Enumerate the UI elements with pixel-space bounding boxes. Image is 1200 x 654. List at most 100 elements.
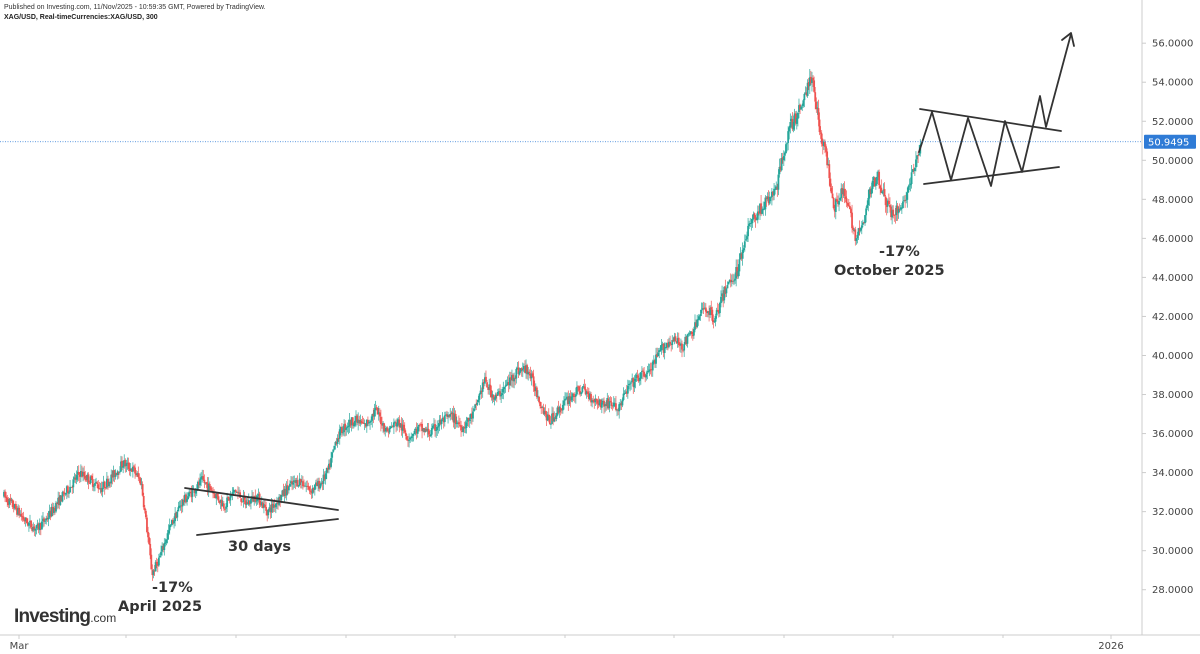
candle-body: [715, 310, 718, 316]
candle-body: [761, 209, 764, 214]
candle-body: [580, 392, 583, 395]
candle-body: [13, 504, 16, 509]
x-tick-label: 2026: [1098, 641, 1123, 652]
candle-body: [607, 398, 610, 408]
candle-body: [181, 499, 184, 507]
candle-body: [886, 200, 889, 207]
candle-body: [799, 104, 801, 110]
candle-body: [554, 417, 557, 419]
candle-body: [17, 507, 19, 515]
candle-body: [786, 143, 788, 145]
candle-body: [498, 391, 500, 393]
candle-body: [16, 508, 18, 515]
candle-body: [362, 423, 365, 424]
candle-body: [696, 319, 699, 328]
candle-body: [399, 423, 402, 428]
candle-body: [675, 341, 678, 344]
candle-body: [781, 157, 784, 160]
candle-body: [619, 403, 622, 405]
candle-body: [326, 467, 329, 470]
candle-body: [511, 375, 513, 381]
candle-body: [232, 489, 235, 493]
candle-body: [126, 462, 129, 464]
candle-body: [833, 208, 836, 212]
candle-body: [343, 424, 345, 433]
candle-body: [220, 500, 223, 507]
candle-body: [389, 426, 392, 429]
candle-body: [698, 316, 701, 320]
candle-body: [329, 463, 331, 468]
chart-header: Published on Investing.com, 11/Nov/2025 …: [4, 3, 266, 23]
candle-body: [863, 222, 865, 223]
candle-body: [665, 342, 668, 348]
candle-body: [514, 378, 517, 379]
candle-body: [291, 481, 293, 485]
candle-body: [146, 517, 148, 533]
candle-body: [879, 185, 882, 189]
candle-body: [822, 141, 825, 147]
candle-body: [599, 399, 602, 408]
candle-body: [147, 531, 149, 538]
candle-body: [402, 424, 405, 429]
candle-body: [96, 482, 99, 484]
candle-body: [472, 411, 474, 419]
candle-body: [54, 507, 56, 512]
candle-body: [415, 428, 418, 434]
candle-body: [812, 77, 814, 81]
candle-body: [859, 228, 862, 231]
candle-body: [85, 478, 88, 481]
candle-body: [283, 488, 286, 497]
candle-body: [565, 398, 568, 400]
candle-body: [583, 386, 586, 389]
candle-body: [528, 371, 531, 373]
candle-body: [651, 361, 654, 371]
candle-body: [18, 507, 21, 516]
candle-body: [759, 203, 761, 214]
candle-body: [287, 486, 290, 491]
candle-body: [451, 412, 454, 414]
candle-body: [769, 197, 772, 199]
candle-body: [373, 409, 376, 417]
candle-body: [590, 393, 592, 403]
candle-body: [307, 485, 310, 487]
candle-body: [407, 439, 409, 441]
candle-body: [164, 542, 167, 544]
candle-body: [617, 409, 620, 411]
candle-body: [752, 213, 755, 220]
candle-body: [533, 386, 536, 392]
candle-body: [77, 471, 80, 475]
candle-body: [716, 309, 719, 311]
y-axis: 28.0000 30.0000 32.0000 34.0000 36.0000 38.00…: [1141, 0, 1193, 635]
candle-body: [685, 336, 688, 345]
candle-body: [672, 339, 675, 342]
candle-body: [84, 475, 87, 479]
candle-body: [573, 396, 576, 398]
candle-body: [285, 485, 288, 496]
triangle-upper-line: [184, 487, 339, 511]
candle-body: [9, 498, 12, 502]
candle-body: [318, 480, 321, 489]
candle-body: [280, 495, 283, 501]
candle-body: [868, 189, 871, 199]
candle-body: [363, 422, 366, 424]
candle-body: [139, 478, 142, 485]
x-tick-label: Mar: [10, 641, 30, 652]
candle-body: [508, 377, 511, 386]
candle-body: [39, 523, 42, 530]
candle-body: [259, 504, 262, 506]
candle-body: [151, 569, 154, 576]
candle-body: [46, 517, 49, 520]
candle-body: [143, 507, 146, 511]
candle-body: [540, 406, 543, 409]
candle-body: [469, 414, 472, 419]
candle-body: [854, 229, 857, 241]
candle-body: [448, 415, 451, 417]
candle-body: [852, 227, 855, 230]
candle-body: [99, 488, 102, 490]
candle-body: [694, 322, 696, 330]
candle-body: [174, 513, 177, 522]
candle-body: [41, 521, 43, 530]
candle-body: [190, 491, 193, 498]
candle-body: [79, 471, 82, 477]
